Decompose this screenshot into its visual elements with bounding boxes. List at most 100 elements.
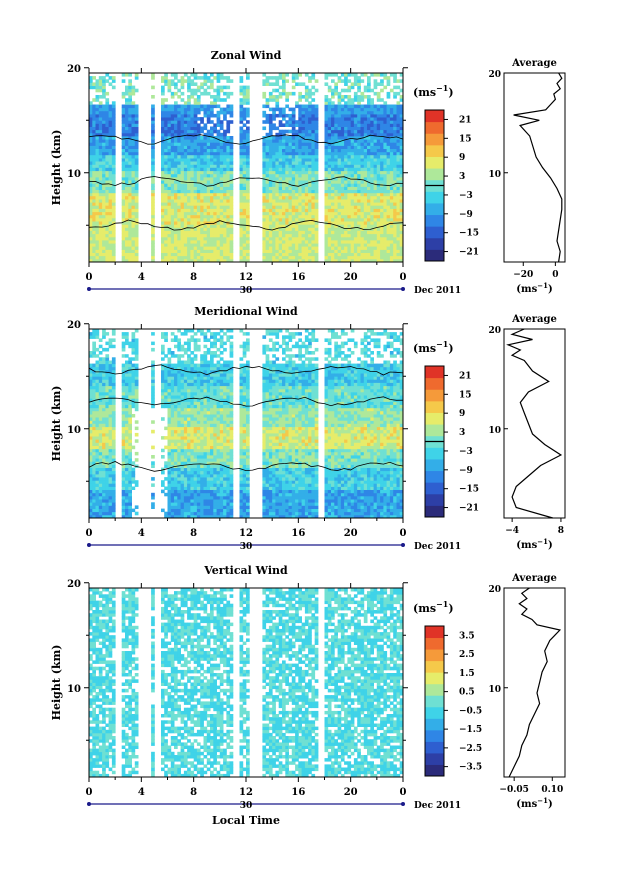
- heatmap-cell: [216, 95, 221, 99]
- heatmap-cell: [239, 217, 244, 222]
- heatmap-cell: [213, 167, 217, 172]
- heatmap-cell: [396, 233, 401, 238]
- heatmap-cell: [200, 173, 204, 178]
- heatmap-cell: [183, 132, 188, 137]
- heatmap-cell: [125, 451, 129, 456]
- heatmap-cell: [177, 186, 181, 190]
- heatmap-cell: [262, 161, 267, 165]
- heatmap-cell: [295, 82, 299, 86]
- heatmap-cell: [170, 240, 175, 244]
- heatmap-cell: [111, 161, 116, 165]
- heatmap-cell: [367, 189, 371, 194]
- heatmap-cell: [183, 202, 188, 206]
- heatmap-cell: [389, 167, 394, 172]
- heatmap-cell: [128, 249, 132, 253]
- heatmap-cell: [167, 136, 172, 140]
- heatmap-cell: [200, 205, 204, 209]
- heatmap-cell: [340, 227, 345, 231]
- heatmap-cell: [373, 164, 378, 168]
- heatmap-cell: [167, 120, 172, 124]
- heatmap-cell: [353, 142, 358, 146]
- heatmap-cell: [95, 464, 100, 468]
- heatmap-cell: [367, 161, 371, 165]
- heatmap-cell: [98, 211, 103, 216]
- heatmap-cell: [285, 176, 289, 181]
- heatmap-cell: [298, 211, 302, 216]
- heatmap-cell: [301, 199, 306, 203]
- heatmap-cell: [111, 398, 116, 402]
- heatmap-cell: [180, 243, 185, 247]
- heatmap-cell: [331, 91, 335, 96]
- heatmap-cell: [206, 195, 211, 200]
- heatmap-cell: [347, 224, 352, 228]
- heatmap-cell: [393, 195, 397, 200]
- heatmap-cell: [200, 145, 204, 149]
- heatmap-cell: [399, 79, 404, 83]
- heatmap-cell: [357, 221, 361, 225]
- heatmap-cell: [170, 180, 175, 184]
- heatmap-cell: [396, 180, 401, 184]
- heatmap-cell: [278, 73, 283, 77]
- heatmap-cell: [308, 240, 312, 244]
- heatmap-cell: [200, 167, 204, 172]
- heatmap-cell: [353, 117, 358, 121]
- heatmap-cell: [301, 189, 306, 194]
- heatmap-cell: [216, 192, 221, 197]
- heatmap-cell: [134, 151, 139, 156]
- heatmap-cell: [108, 236, 113, 241]
- heatmap-cell: [291, 164, 296, 168]
- heatmap-cell: [399, 98, 404, 102]
- heatmap-cell: [203, 148, 208, 153]
- heatmap-cell: [216, 145, 221, 149]
- heatmap-cell: [105, 126, 110, 131]
- heatmap-cell: [298, 243, 302, 247]
- heatmap-cell: [272, 76, 276, 80]
- colorbar-swatch: [425, 202, 444, 216]
- heatmap-cell: [272, 107, 276, 112]
- heatmap-cell: [128, 132, 132, 137]
- heatmap-cell: [304, 214, 309, 219]
- heatmap-cell: [203, 217, 208, 222]
- heatmap-cell: [327, 186, 332, 190]
- heatmap-cell: [370, 104, 374, 109]
- heatmap-cell: [239, 202, 244, 206]
- heatmap-cell: [334, 113, 338, 118]
- heatmap-cell: [111, 338, 116, 342]
- heatmap-cell: [95, 502, 100, 506]
- heatmap-cell: [357, 120, 361, 124]
- heatmap-cell: [226, 230, 231, 235]
- heatmap-cell: [131, 249, 136, 253]
- heatmap-cell: [203, 233, 208, 238]
- heatmap-cell: [213, 139, 217, 143]
- heatmap-cell: [308, 202, 312, 206]
- heatmap-cell: [288, 151, 293, 156]
- heatmap-cell: [216, 91, 221, 96]
- heatmap-cell: [268, 252, 273, 257]
- heatmap-cell: [282, 243, 286, 247]
- heatmap-cell: [298, 136, 302, 140]
- heatmap-cell: [174, 214, 178, 219]
- heatmap-cell: [246, 214, 250, 219]
- heatmap-cell: [327, 104, 332, 109]
- heatmap-cell: [210, 176, 214, 181]
- heatmap-cell: [265, 79, 270, 83]
- heatmap-cell: [295, 205, 299, 209]
- heatmap-cell: [272, 110, 276, 115]
- heatmap-cell: [131, 240, 136, 244]
- heatmap-cell: [183, 227, 188, 231]
- heatmap-cell: [298, 246, 302, 250]
- heatmap-cell: [367, 164, 371, 168]
- heatmap-cell: [216, 161, 221, 165]
- heatmap-cell: [298, 173, 302, 178]
- heatmap-cell: [291, 221, 296, 225]
- heatmap-cell: [331, 205, 335, 209]
- heatmap-cell: [350, 170, 355, 175]
- heatmap-cell: [216, 139, 221, 143]
- heatmap-cell: [190, 126, 195, 131]
- heatmap-cell: [265, 167, 270, 172]
- heatmap-cell: [131, 161, 136, 165]
- heatmap-cell: [121, 110, 126, 115]
- heatmap-cell: [282, 113, 286, 118]
- heatmap-cell: [291, 240, 296, 244]
- heatmap-cell: [89, 236, 93, 241]
